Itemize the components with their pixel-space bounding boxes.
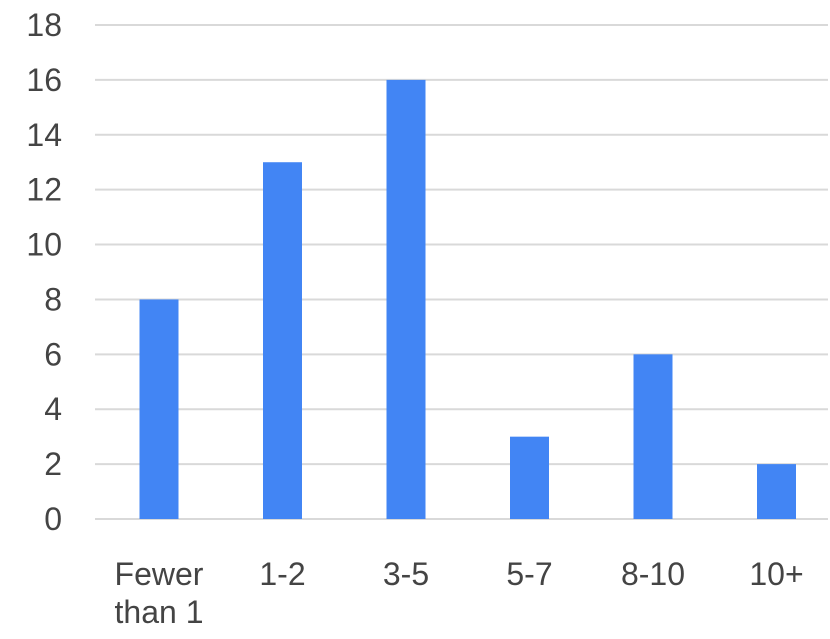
y-tick-label: 8 bbox=[44, 281, 62, 317]
x-category-label: 8-10 bbox=[621, 556, 685, 592]
y-tick-label: 2 bbox=[44, 446, 62, 482]
x-category-label: 3-5 bbox=[383, 556, 429, 592]
bar bbox=[263, 162, 302, 519]
y-axis-tick-labels: 0 2 4 6 8 10 12 14 16 18 bbox=[26, 7, 62, 537]
y-tick-label: 0 bbox=[44, 501, 62, 537]
y-tick-label: 12 bbox=[26, 172, 62, 208]
x-category-label: 5-7 bbox=[506, 556, 552, 592]
bar bbox=[139, 299, 179, 519]
y-tick-label: 6 bbox=[44, 336, 62, 372]
x-category-label-line: 5-7 bbox=[506, 556, 552, 592]
bar bbox=[386, 79, 426, 519]
bar bbox=[633, 354, 673, 519]
y-tick-label: 14 bbox=[26, 117, 62, 153]
x-category-label-line: than 1 bbox=[115, 594, 204, 630]
x-axis-category-labels: Fewer than 1 1-2 3-5 5-7 8-10 10+ bbox=[115, 556, 804, 630]
y-tick-label: 4 bbox=[44, 391, 62, 427]
x-category-label: 1-2 bbox=[259, 556, 305, 592]
y-tick-label: 16 bbox=[26, 62, 62, 98]
y-tick-label: 18 bbox=[26, 7, 62, 43]
gridlines bbox=[95, 24, 828, 520]
bar bbox=[510, 436, 549, 519]
x-category-label: Fewer than 1 bbox=[115, 556, 204, 630]
x-category-label-line: 8-10 bbox=[621, 556, 685, 592]
x-category-label-line: 1-2 bbox=[259, 556, 305, 592]
bars bbox=[139, 79, 796, 519]
bar bbox=[757, 464, 796, 519]
x-category-label-line: Fewer bbox=[115, 556, 204, 592]
x-category-label: 10+ bbox=[749, 556, 803, 592]
x-category-label-line: 10+ bbox=[749, 556, 803, 592]
y-tick-label: 10 bbox=[26, 227, 62, 263]
x-category-label-line: 3-5 bbox=[383, 556, 429, 592]
